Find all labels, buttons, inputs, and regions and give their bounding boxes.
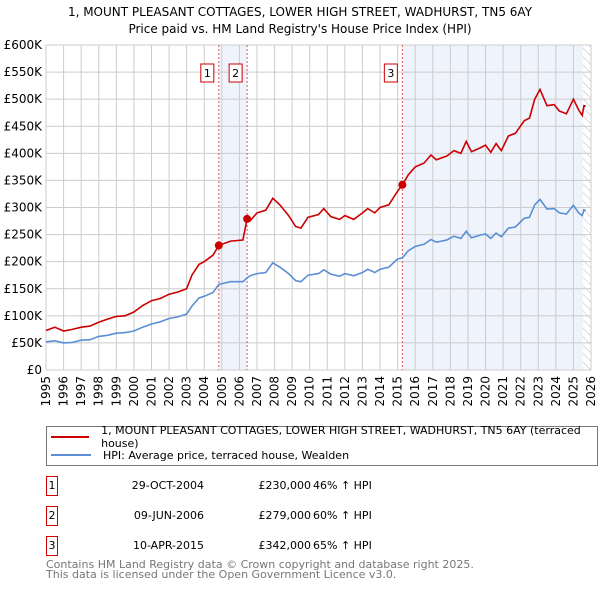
legend-swatch-red bbox=[51, 436, 90, 438]
x-tick-label: 2009 bbox=[285, 376, 299, 407]
plot-border bbox=[45, 44, 592, 371]
x-tick-label: 1997 bbox=[74, 376, 88, 407]
x-tick-label: 2021 bbox=[496, 376, 510, 407]
x-tick-label: 2023 bbox=[531, 376, 545, 407]
y-tick-label: £100K bbox=[4, 309, 44, 323]
chart-subtitle: Price paid vs. HM Land Registry's House … bbox=[128, 22, 472, 36]
sale-point bbox=[398, 180, 407, 189]
y-tick-label: £350K bbox=[4, 173, 44, 187]
sale-hpi: 60% ↑ HPI bbox=[313, 509, 372, 522]
sale-row: 2 09-JUN-2006 £279,000 60% ↑ HPI bbox=[46, 506, 446, 526]
sale-row: 3 10-APR-2015 £342,000 65% ↑ HPI bbox=[46, 536, 446, 556]
x-tick-label: 1995 bbox=[39, 376, 53, 407]
x-tick-label: 2006 bbox=[232, 376, 246, 407]
sale-label: 2 bbox=[232, 67, 239, 80]
legend-swatch-blue bbox=[51, 454, 91, 456]
sale-date: 10-APR-2015 bbox=[132, 539, 204, 552]
x-tick-label: 2003 bbox=[180, 376, 194, 407]
x-tick-label: 2020 bbox=[479, 376, 493, 407]
x-tick-label: 2022 bbox=[514, 376, 528, 407]
sale-marker: 2 bbox=[46, 506, 58, 526]
price-chart: £0 £50K £100K £150K £200K £250K £300K £350K £400… bbox=[4, 38, 598, 407]
sale-hpi: 65% ↑ HPI bbox=[313, 539, 372, 552]
x-tick-label: 1999 bbox=[109, 376, 123, 407]
sale-price: £342,000 bbox=[258, 539, 312, 552]
x-tick-label: 2016 bbox=[408, 376, 422, 407]
y-tick-label: £550K bbox=[4, 65, 44, 79]
x-tick-label: 1998 bbox=[92, 376, 106, 407]
sale-hpi: 46% ↑ HPI bbox=[313, 479, 372, 492]
sale-label-box bbox=[228, 63, 243, 83]
y-tick-label: £200K bbox=[4, 255, 44, 269]
footer-line: This data is licensed under the Open Gov… bbox=[46, 568, 397, 581]
x-tick-label: 2024 bbox=[549, 376, 563, 407]
x-tick-label: 2011 bbox=[320, 376, 334, 407]
y-tick-label: £400K bbox=[4, 146, 44, 160]
sale-label: 1 bbox=[204, 67, 211, 80]
legend-item-hpi: HPI: Average price, terraced house, Weal… bbox=[47, 447, 349, 463]
x-tick-label: 2008 bbox=[268, 376, 282, 407]
series-line bbox=[45, 87, 586, 332]
series-line bbox=[45, 198, 587, 344]
x-tick-label: 2007 bbox=[250, 376, 264, 407]
sale-marker: 1 bbox=[46, 476, 58, 496]
sale-point bbox=[214, 241, 223, 250]
x-tick-label: 2014 bbox=[373, 376, 387, 407]
x-tick-label: 2026 bbox=[584, 376, 598, 407]
y-tick-label: £0 bbox=[27, 363, 42, 377]
legend: 1, MOUNT PLEASANT COTTAGES, LOWER HIGH S… bbox=[46, 424, 598, 466]
legend-item-property: 1, MOUNT PLEASANT COTTAGES, LOWER HIGH S… bbox=[47, 424, 597, 450]
y-tick-label: £50K bbox=[11, 336, 43, 350]
footer: Contains HM Land Registry data © Crown c… bbox=[46, 558, 474, 581]
x-tick-label: 2005 bbox=[215, 376, 229, 407]
legend-label: HPI: Average price, terraced house, Weal… bbox=[103, 448, 350, 462]
sale-point bbox=[243, 214, 252, 223]
sale-price: £230,000 bbox=[258, 479, 312, 492]
x-tick-label: 2013 bbox=[355, 376, 369, 407]
x-tick-label: 2010 bbox=[303, 376, 317, 407]
sale-label-box bbox=[200, 63, 215, 83]
x-tick-label: 2004 bbox=[197, 376, 211, 407]
y-tick-label: £450K bbox=[4, 119, 44, 133]
footer-line: Contains HM Land Registry data © Crown c… bbox=[46, 558, 474, 571]
sale-date: 29-OCT-2004 bbox=[131, 479, 204, 492]
y-tick-label: £500K bbox=[4, 92, 44, 106]
x-tick-label: 2017 bbox=[426, 376, 440, 407]
y-tick-label: £300K bbox=[4, 201, 44, 215]
y-tick-label: £600K bbox=[4, 38, 44, 52]
x-tick-label: 2001 bbox=[144, 376, 158, 407]
sale-label: 3 bbox=[387, 67, 394, 80]
sale-price: £279,000 bbox=[258, 509, 312, 522]
chart-title: 1, MOUNT PLEASANT COTTAGES, LOWER HIGH S… bbox=[67, 5, 533, 19]
x-tick-label: 2015 bbox=[391, 376, 405, 407]
x-tick-label: 1996 bbox=[57, 376, 71, 407]
y-tick-label: £150K bbox=[4, 282, 44, 296]
sale-marker: 3 bbox=[46, 536, 58, 556]
sale-date: 09-JUN-2006 bbox=[133, 509, 204, 522]
legend-label: 1, MOUNT PLEASANT COTTAGES, LOWER HIGH S… bbox=[101, 424, 581, 450]
x-tick-label: 2019 bbox=[461, 376, 475, 407]
x-tick-label: 2002 bbox=[162, 376, 176, 407]
x-tick-label: 2000 bbox=[127, 376, 141, 407]
x-tick-label: 2012 bbox=[338, 376, 352, 407]
sale-row: 1 29-OCT-2004 £230,000 46% ↑ HPI bbox=[46, 476, 446, 496]
x-tick-label: 2025 bbox=[566, 376, 580, 407]
x-tick-label: 2018 bbox=[443, 376, 457, 407]
sale-label-box bbox=[383, 63, 398, 83]
y-tick-label: £250K bbox=[4, 228, 44, 242]
